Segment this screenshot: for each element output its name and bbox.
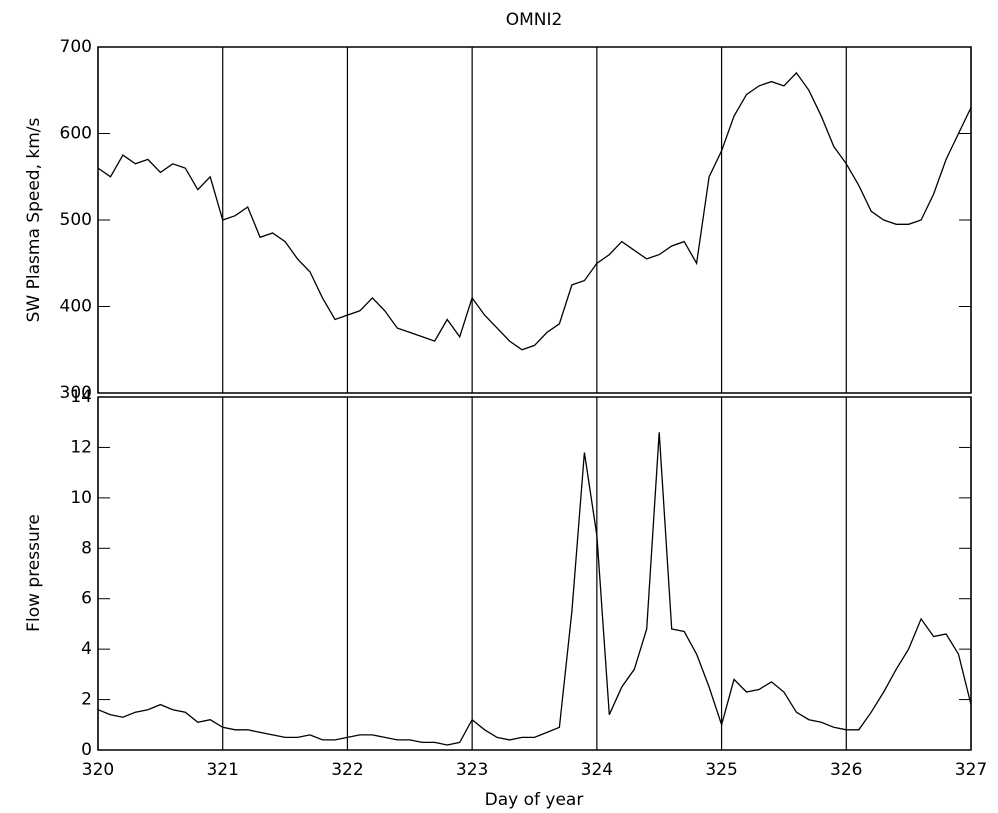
y-tick-label: 0 <box>81 740 92 760</box>
y-tick-label: 10 <box>70 488 92 508</box>
x-tick-label: 326 <box>830 760 862 780</box>
plot-frame <box>97 396 972 751</box>
y-tick-label: 6 <box>81 589 92 609</box>
y-tick-label: 8 <box>81 538 92 558</box>
y-axis-label: SW Plasma Speed, km/s <box>24 118 44 323</box>
y-tick-label: 300 <box>60 383 92 403</box>
plot-frame <box>97 46 972 394</box>
x-tick-label: 327 <box>955 760 987 780</box>
y-tick-label: 700 <box>60 37 92 57</box>
x-tick-label: 322 <box>331 760 363 780</box>
data-line <box>97 71 972 351</box>
y-tick-label: 600 <box>60 124 92 144</box>
x-tick-label: 320 <box>82 760 114 780</box>
chart-title: OMNI2 <box>506 10 563 30</box>
data-line <box>97 432 972 746</box>
x-tick-label: 324 <box>581 760 613 780</box>
x-axis-label: Day of year <box>485 790 584 810</box>
y-tick-label: 400 <box>60 297 92 317</box>
y-tick-label: 14 <box>70 387 92 407</box>
y-tick-label: 2 <box>81 690 92 710</box>
x-tick-label: 321 <box>206 760 238 780</box>
x-tick-label: 325 <box>705 760 737 780</box>
y-axis-label: Flow pressure <box>24 514 44 632</box>
x-tick-label: 323 <box>456 760 488 780</box>
y-tick-label: 500 <box>60 210 92 230</box>
y-tick-label: 12 <box>70 437 92 457</box>
y-tick-label: 4 <box>81 639 92 659</box>
